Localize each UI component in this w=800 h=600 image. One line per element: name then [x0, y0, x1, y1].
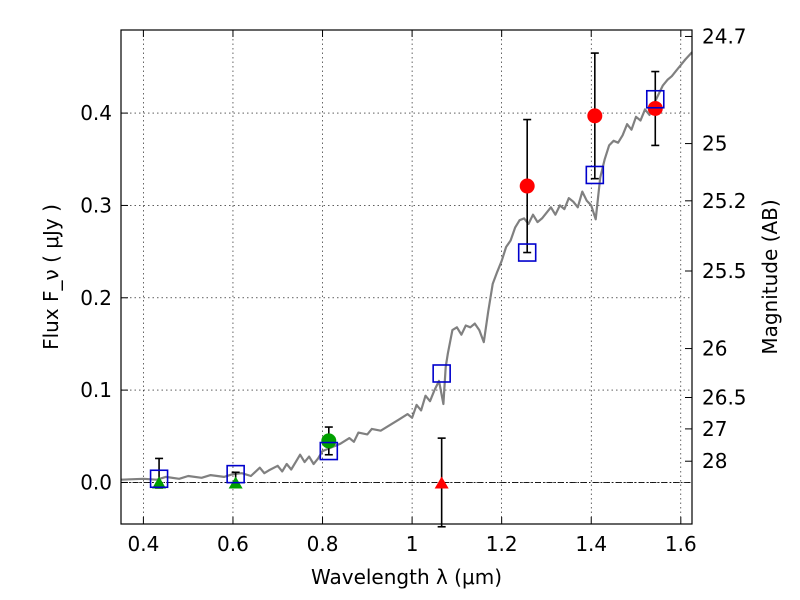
magnitude-tick-label: 25.5 [702, 259, 747, 283]
magnitude-tick-label: 25 [702, 132, 727, 156]
plot-frame [120, 29, 693, 525]
x-axis-label: Wavelength λ (μm) [311, 565, 502, 589]
x-tick-label: 0.8 [307, 532, 339, 556]
upper-limit-point [434, 476, 449, 489]
y-tick-label: 0.1 [80, 378, 112, 402]
magnitude-tick-label: 24.7 [702, 24, 747, 48]
model-flux-point [585, 165, 605, 185]
model-flux-point [226, 464, 245, 484]
axis-ticks [121, 30, 692, 524]
y-tick-label: 0.3 [80, 193, 112, 217]
flux-point [519, 178, 535, 194]
model-flux-point [645, 89, 665, 109]
model-flux-point [319, 441, 339, 461]
x-tick-label: 1.4 [575, 532, 607, 556]
x-tick-label: 0.6 [217, 532, 249, 556]
magnitude-tick-label: 26.5 [702, 385, 747, 409]
upper-limit-point [152, 476, 167, 489]
y-tick-label: 0.2 [80, 286, 112, 310]
error-bars [155, 52, 660, 528]
magnitude-tick-label: 28 [702, 449, 727, 473]
model-spectrum-line [120, 51, 693, 481]
x-tick-label: 1.6 [665, 532, 697, 556]
x-tick-label: 1 [406, 532, 419, 556]
magnitude-tick-label: 27 [702, 417, 727, 441]
data-markers [149, 89, 665, 489]
magnitude-tick-label: 26 [702, 337, 727, 361]
x-tick-label: 1.2 [486, 532, 518, 556]
model-flux-point [432, 364, 451, 383]
y-axis-right-label: Magnitude (AB) [758, 199, 782, 354]
model-spectrum [120, 51, 693, 481]
y-tick-label: 0.0 [80, 470, 112, 494]
flux-point [321, 433, 337, 449]
y-tick-label: 0.4 [80, 101, 112, 125]
model-flux-point [149, 469, 169, 489]
flux-point [587, 108, 603, 124]
grid-lines [121, 30, 692, 524]
y-axis-label: Flux F_ν ( μJy ) [39, 204, 63, 350]
x-tick-label: 0.4 [127, 532, 159, 556]
model-flux-point [517, 243, 537, 262]
magnitude-tick-label: 25.2 [702, 189, 747, 213]
tick-labels: 0.4 0.6 0.8 1 1.2 1.4 1.6 0.0 0.1 0.2 0.3 0.4 24.7 25… [80, 24, 746, 556]
